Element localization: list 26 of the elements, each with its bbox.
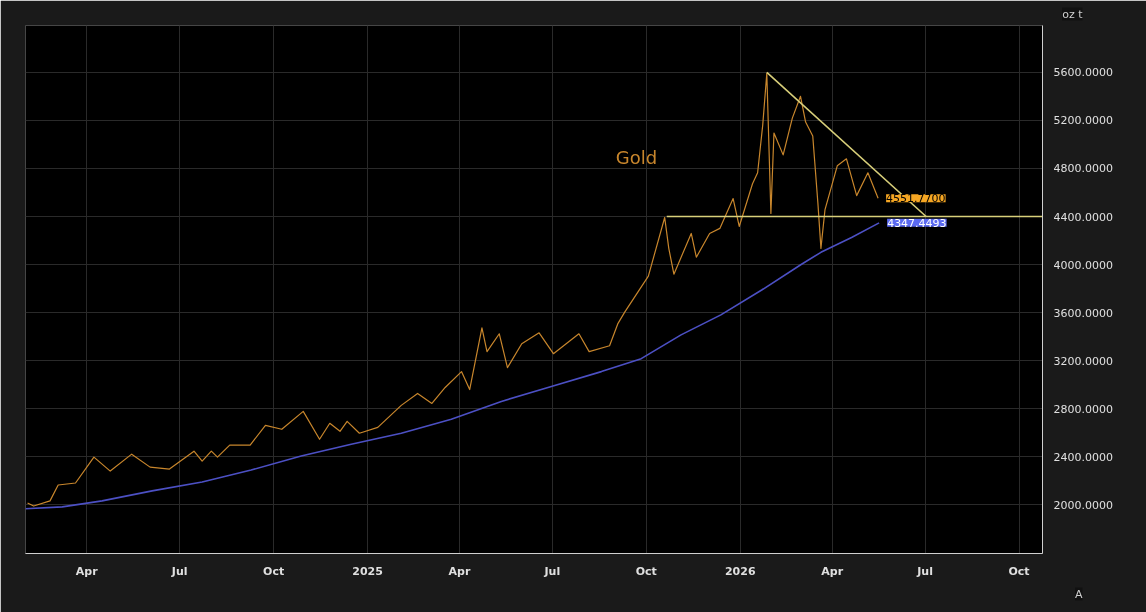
x-tick-label: Apr xyxy=(821,564,844,578)
y-tick-label: 4800.0000 xyxy=(1053,162,1113,176)
y-tick-label: 2000.0000 xyxy=(1053,498,1113,512)
x-tick-label: 2026 xyxy=(724,564,756,578)
text: oz t xyxy=(1062,7,1084,21)
x-tick-label: Jul xyxy=(170,564,188,578)
text: A xyxy=(1074,587,1083,601)
x-tick-label: Jul xyxy=(543,564,561,578)
x-tick-label: Oct xyxy=(1008,564,1030,578)
x-tick-label: 2025 xyxy=(352,564,383,578)
annotation: 4347.4493 xyxy=(887,216,947,230)
x-tick-label: Oct xyxy=(635,564,657,578)
x-tick-label: Apr xyxy=(75,564,99,578)
y-tick-label: 2400.0000 xyxy=(1053,450,1113,464)
y-tick-label: 3200.0000 xyxy=(1053,354,1113,368)
y-tick-label: 3600.0000 xyxy=(1053,306,1113,320)
y-tick-label: 5600.0000 xyxy=(1053,66,1113,80)
y-tick-label: 2800.0000 xyxy=(1053,402,1113,416)
x-tick-label: Jul xyxy=(916,564,933,578)
annotation: 4551.7700 xyxy=(886,192,946,206)
y-tick-label: 5200.0000 xyxy=(1053,114,1113,128)
x-tick-label: Oct xyxy=(263,564,285,578)
y-tick-label: 4000.0000 xyxy=(1053,258,1113,272)
y-tick-label: 4400.0000 xyxy=(1053,210,1113,224)
x-tick-label: Apr xyxy=(448,564,471,578)
text: Gold xyxy=(615,147,658,168)
